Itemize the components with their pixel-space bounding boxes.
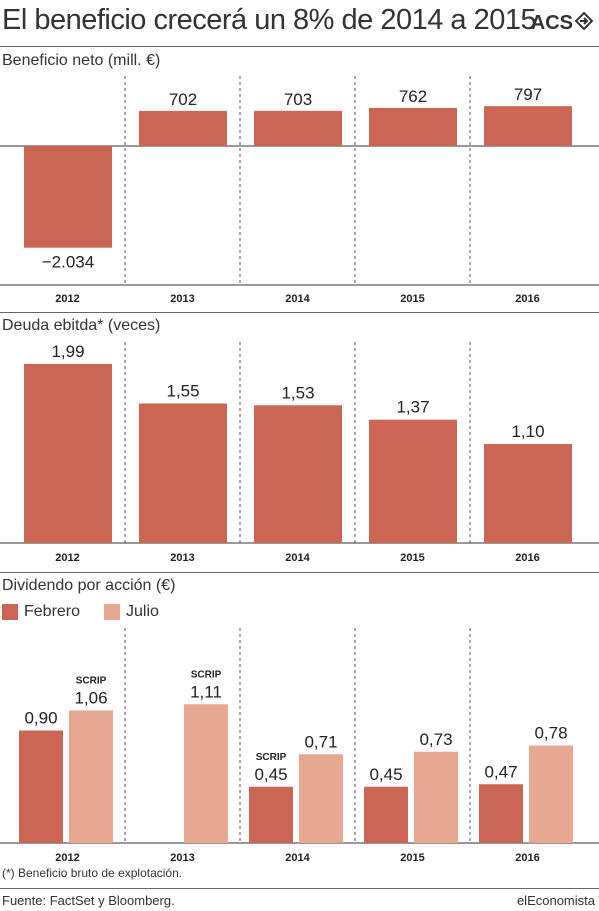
chart1-tick-label: 2015 xyxy=(400,293,424,305)
chart2-tick-label: 2015 xyxy=(400,552,424,564)
chart1-bar xyxy=(139,110,227,146)
chart3-data-label: 1,11 xyxy=(190,682,222,701)
legend-swatch-febrero xyxy=(2,604,18,620)
chart2-tick-label: 2012 xyxy=(55,552,79,564)
chart1-data-label: 797 xyxy=(514,85,542,104)
chart3-bar-julio xyxy=(184,704,228,843)
chart2-data-label: 1,55 xyxy=(166,382,199,401)
debt-ebitda-chart: 1,99 1,55 1,53 1,37 1,10 2012 2013 2014 2015 2016 xyxy=(0,342,599,564)
chart1-tick-label: 2013 xyxy=(170,293,194,305)
brand-name: ACS xyxy=(530,12,573,34)
chart2-data-label: 1,37 xyxy=(396,398,429,417)
chart2-title: Deuda ebitda* (veces) xyxy=(2,317,161,334)
chart2-bar xyxy=(24,363,112,543)
chart2-bar xyxy=(484,444,572,543)
chart3-scrip-tag: SCRIP xyxy=(256,752,287,763)
chart2-data-label: 1,53 xyxy=(281,383,314,402)
section-rule-1 xyxy=(0,312,599,313)
chart3-bar-julio xyxy=(69,710,113,843)
brand-logo: ACS xyxy=(530,11,594,35)
chart3-data-label: 0,78 xyxy=(534,724,567,743)
chart3-data-label: 1,06 xyxy=(74,689,107,708)
chart2-bar xyxy=(254,405,342,543)
legend-label-febrero: Febrero xyxy=(24,603,81,620)
header: El beneficio crecerá un 8% de 2014 a 201… xyxy=(0,0,599,48)
chart3-tick-label: 2012 xyxy=(55,852,79,864)
chart3-bar-julio xyxy=(299,754,343,843)
chart1-bar xyxy=(254,110,342,146)
chart3-data-label: 0,71 xyxy=(304,732,337,751)
chart3-bar-febrero xyxy=(364,786,408,843)
legend-item-julio: Julio xyxy=(104,603,159,621)
chart3-bar-febrero xyxy=(249,786,293,843)
chart3-scrip-tag: SCRIP xyxy=(76,676,107,687)
diamond-arrow-icon xyxy=(574,11,594,35)
chart2-tick-label: 2013 xyxy=(170,552,194,564)
chart1-tick-label: 2014 xyxy=(285,293,310,305)
section-rule-2 xyxy=(0,572,599,573)
chart2-tick-label: 2014 xyxy=(285,552,310,564)
dividend-chart: 0,90 0,45 SCRIP 0,45 0,47 1,06 SCRIP 1,11 SCRIP 0… xyxy=(0,628,599,864)
chart1-bar xyxy=(484,106,572,146)
chart2-bar xyxy=(369,419,457,543)
publisher: elEconomista xyxy=(516,893,595,908)
chart3-data-label: 0,90 xyxy=(24,709,57,728)
chart3-bar-febrero xyxy=(479,784,523,843)
chart3-data-label: 0,45 xyxy=(369,765,402,784)
chart3-bar-julio xyxy=(414,751,458,843)
legend-swatch-julio xyxy=(104,604,121,620)
chart1-tick-label: 2016 xyxy=(515,293,539,305)
legend-item-febrero: Febrero xyxy=(2,603,80,621)
chart2-bar xyxy=(139,403,227,543)
chart3-tick-label: 2015 xyxy=(400,852,424,864)
chart1-bar xyxy=(24,146,112,248)
chart1-title: Beneficio neto (mill. €) xyxy=(2,52,161,69)
chart1-data-label: −2.034 xyxy=(42,253,94,272)
net-profit-chart: −2.034 702 703 762 797 2012 2013 2014 2015 2016 xyxy=(0,76,599,305)
chart3-data-label: 0,73 xyxy=(419,730,452,749)
legend-label-julio: Julio xyxy=(126,603,159,620)
chart3-data-label: 0,47 xyxy=(484,762,517,781)
chart3-title: Dividendo por acción (€) xyxy=(2,577,176,594)
chart1-data-label: 762 xyxy=(399,87,427,106)
chart3-tick-label: 2013 xyxy=(170,852,194,864)
chart1-bar xyxy=(369,107,457,146)
page-title: El beneficio crecerá un 8% de 2014 a 201… xyxy=(2,4,537,36)
header-rule xyxy=(0,46,599,47)
chart3-bar-febrero xyxy=(19,730,63,843)
chart3-tick-label: 2014 xyxy=(285,852,310,864)
legend: Febrero Julio xyxy=(2,603,183,621)
chart3-tick-label: 2016 xyxy=(515,852,539,864)
chart3-data-label: 0,45 xyxy=(254,765,287,784)
footnote: (*) Beneficio bruto de explotación. xyxy=(2,866,183,880)
source: Fuente: FactSet y Bloomberg. xyxy=(2,893,175,908)
chart2-data-label: 1,99 xyxy=(51,342,84,361)
chart3-bar-julio xyxy=(529,745,573,843)
chart1-data-label: 703 xyxy=(284,90,312,109)
footer-rule xyxy=(0,888,599,889)
chart1-data-label: 702 xyxy=(169,90,197,109)
chart3-scrip-tag: SCRIP xyxy=(191,669,222,680)
chart1-tick-label: 2012 xyxy=(55,293,79,305)
chart2-tick-label: 2016 xyxy=(515,552,539,564)
chart2-data-label: 1,10 xyxy=(511,422,544,441)
